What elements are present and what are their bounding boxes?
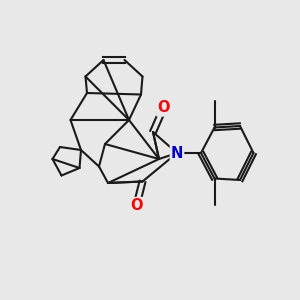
Text: O: O	[157, 100, 170, 116]
Text: N: N	[171, 146, 183, 160]
Text: O: O	[130, 198, 143, 213]
